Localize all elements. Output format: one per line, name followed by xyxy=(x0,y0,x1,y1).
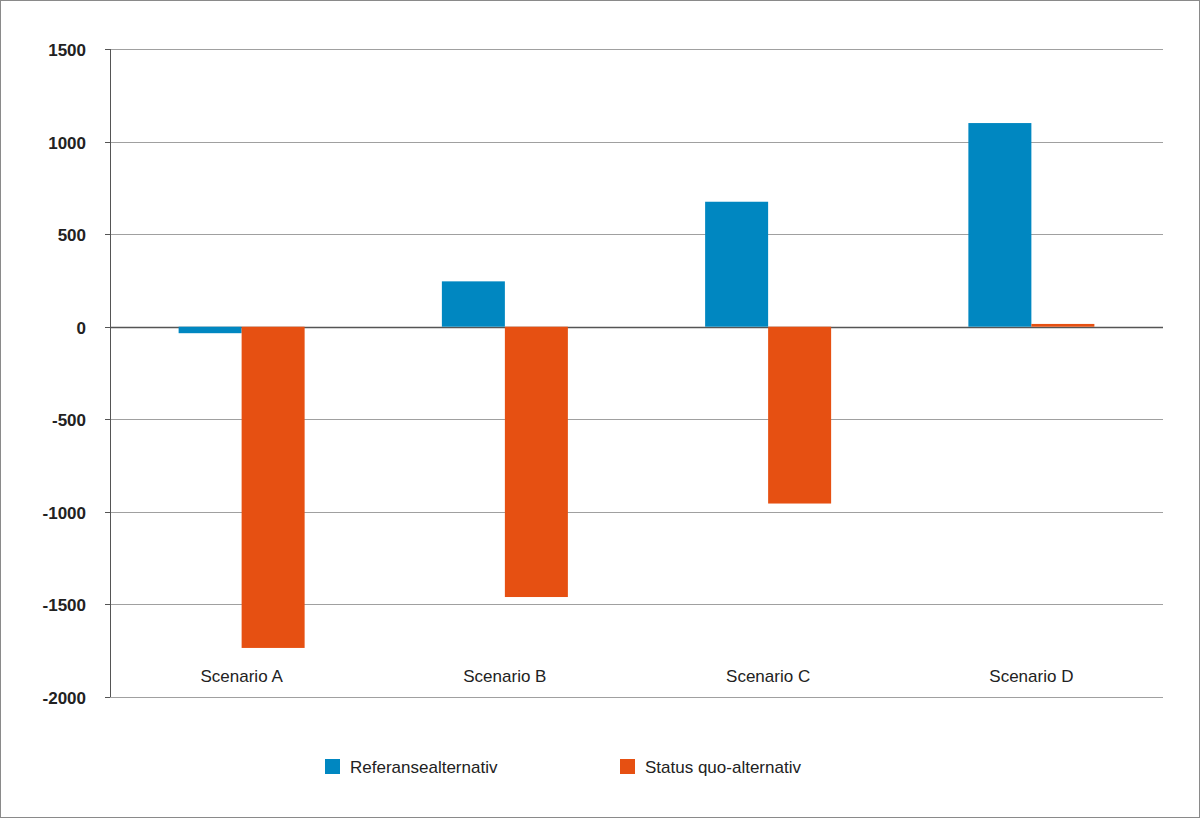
x-tick-label: Scenario A xyxy=(201,667,284,686)
y-tick xyxy=(105,697,110,698)
y-tick-label: 1500 xyxy=(48,41,86,60)
y-tick xyxy=(105,327,110,328)
y-tick xyxy=(105,49,110,50)
legend-label: Status quo-alternativ xyxy=(645,758,801,777)
y-tick-label: -1000 xyxy=(43,504,86,523)
legend-swatch xyxy=(620,759,635,774)
bar xyxy=(442,281,505,326)
y-tick-label: -500 xyxy=(52,411,86,430)
bar xyxy=(1031,324,1094,327)
y-tick-label: 0 xyxy=(77,319,86,338)
bar xyxy=(768,327,831,504)
x-tick-label: Scenario C xyxy=(726,667,810,686)
x-tick-label: Scenario B xyxy=(463,667,546,686)
chart-root: -2000 -1500 -1000 -500 0 500 1000 1500 Scenario … xyxy=(0,0,1200,818)
legend: Referansealternativ Status quo-alternativ xyxy=(325,758,801,777)
x-tick-labels: Scenario A Scenario B Scenario C Scenario D xyxy=(201,667,1074,686)
bar xyxy=(705,202,768,327)
y-tick xyxy=(105,419,110,420)
grid xyxy=(105,50,1163,698)
bar xyxy=(505,327,568,597)
y-tick-label: 1000 xyxy=(48,134,86,153)
y-axis-line xyxy=(110,49,111,697)
legend-swatch xyxy=(325,759,340,774)
grid-line xyxy=(110,49,1163,50)
grid-line xyxy=(110,697,1163,698)
bar xyxy=(968,123,1031,327)
frame xyxy=(1,1,1200,818)
y-tick-labels: -2000 -1500 -1000 -500 0 500 1000 1500 xyxy=(43,41,86,708)
bar xyxy=(242,327,305,648)
y-tick-label: 500 xyxy=(58,226,86,245)
y-tick-label: -2000 xyxy=(43,689,86,708)
bars xyxy=(179,123,1095,648)
y-tick xyxy=(105,604,110,605)
bar xyxy=(179,327,242,333)
y-tick xyxy=(105,512,110,513)
legend-label: Referansealternativ xyxy=(350,758,498,777)
y-tick-label: -1500 xyxy=(43,596,86,615)
x-tick-label: Scenario D xyxy=(989,667,1073,686)
chart-svg: -2000 -1500 -1000 -500 0 500 1000 1500 Scenario … xyxy=(0,0,1200,818)
y-tick xyxy=(105,142,110,143)
y-tick xyxy=(105,234,110,235)
